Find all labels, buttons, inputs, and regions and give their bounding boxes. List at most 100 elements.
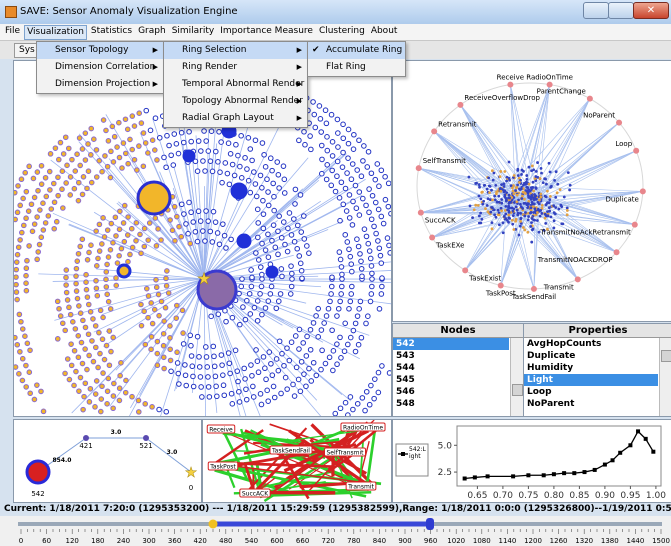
toolbar-button[interactable]: Sys: [14, 43, 40, 58]
table-row[interactable]: AvgHopCounts: [527, 339, 602, 349]
node: [76, 388, 82, 394]
node: [286, 357, 293, 364]
node: [79, 360, 86, 367]
table-row[interactable]: Humidity: [527, 363, 574, 373]
close-button[interactable]: ✕: [633, 2, 669, 19]
node: [336, 195, 343, 201]
table-row[interactable]: 542: [393, 338, 509, 350]
node: [302, 141, 308, 148]
menu-option[interactable]: Dimension Projection ▶: [37, 76, 163, 93]
menu-item[interactable]: Visualization: [24, 25, 87, 40]
menu-item[interactable]: Statistics: [90, 26, 133, 36]
node: [539, 167, 543, 170]
node: [282, 374, 289, 381]
node: [269, 167, 275, 174]
scrollbar[interactable]: [659, 338, 671, 416]
node: [73, 280, 79, 287]
center-star: ★: [197, 269, 211, 288]
table-row[interactable]: Loop: [527, 387, 552, 397]
table-row[interactable]: 548: [396, 399, 415, 409]
menu-option[interactable]: Flat Ring: [308, 59, 405, 76]
node: [530, 217, 534, 220]
node: [57, 139, 64, 146]
node-label: TaskPost: [209, 464, 236, 471]
node: [254, 317, 261, 324]
menu-item[interactable]: Clustering: [318, 26, 365, 36]
node: [493, 213, 497, 217]
table-row[interactable]: Light: [524, 374, 658, 386]
table-row[interactable]: 546: [396, 387, 415, 397]
ring-node: [639, 188, 646, 195]
table-row[interactable]: NoParent: [527, 399, 575, 409]
node: [104, 388, 111, 395]
node: [77, 310, 84, 317]
node: [189, 363, 196, 370]
menu-option[interactable]: Radial Graph Layout ▶: [164, 110, 307, 127]
table-row[interactable]: Duplicate: [527, 351, 576, 361]
node: [167, 323, 173, 329]
ring-label: TransmitNOACKDROP: [537, 256, 613, 264]
scroll-thumb[interactable]: [661, 350, 671, 362]
node: [215, 159, 221, 165]
maximize-button[interactable]: [608, 2, 634, 19]
node: [500, 209, 504, 213]
node: [163, 164, 169, 171]
node: [348, 176, 355, 183]
menu-item[interactable]: Importance Measure: [220, 26, 313, 36]
node: [537, 230, 541, 234]
scroll-thumb[interactable]: [512, 384, 523, 396]
node: [271, 394, 278, 401]
node: [364, 164, 371, 170]
node: [47, 151, 54, 157]
node: [92, 404, 98, 410]
timeline-label: 120: [66, 537, 79, 545]
line-chart-panel: 0.65 0.70 0.75 0.80 0.85 0.90 0.95 1.00 2.5 5.0 54…: [392, 419, 671, 503]
node: [338, 283, 345, 290]
ring-label: RadioOnTime: [526, 74, 573, 82]
menu-option[interactable]: Temporal Abnormal Render ▶: [164, 76, 307, 93]
menu-option[interactable]: Topology Abnormal Render ▶: [164, 93, 307, 110]
edge: [533, 212, 538, 289]
node: [529, 208, 533, 212]
edge: [510, 84, 538, 192]
menu-option[interactable]: Dimension Correlation ▶: [37, 59, 163, 76]
edge: [191, 152, 205, 280]
node: [219, 179, 225, 186]
node: [352, 182, 359, 189]
node: [552, 226, 556, 230]
legend-marker: [401, 452, 405, 456]
status-text: Current: 1/18/2011 7:20:0 (1295353200) -…: [4, 504, 671, 514]
menu-item[interactable]: About: [370, 26, 398, 36]
slider-end-thumb[interactable]: [426, 518, 434, 530]
timeline-slider[interactable]: 0 60 120 180 240 300 360 420 480 540 600 660 720 780 8…: [0, 516, 671, 546]
menu-item[interactable]: File: [5, 26, 21, 36]
node: [276, 213, 282, 219]
menu-item[interactable]: Similarity: [171, 26, 215, 36]
node: [313, 372, 320, 379]
node: [134, 167, 140, 173]
node: [321, 320, 327, 326]
table-row[interactable]: 544: [396, 363, 415, 373]
node: [104, 227, 111, 233]
table-row[interactable]: 543: [396, 351, 415, 361]
edge: [71, 278, 205, 414]
menu-option[interactable]: Ring Render ▶: [164, 59, 307, 76]
slider-start-thumb[interactable]: [208, 519, 218, 529]
node: [248, 267, 254, 273]
menu-item[interactable]: Graph: [138, 26, 166, 36]
minimize-button[interactable]: [583, 2, 609, 19]
node: [375, 238, 381, 244]
menu-option[interactable]: Sensor Topology ▶: [37, 42, 163, 59]
node: [348, 261, 355, 267]
node: [265, 231, 271, 238]
node: [149, 137, 156, 143]
node: [340, 121, 346, 128]
node: [349, 283, 355, 290]
menu-option[interactable]: ✔ Accumulate Ring: [308, 42, 405, 59]
node: [515, 208, 519, 212]
scrollbar[interactable]: [510, 338, 523, 416]
node: [259, 240, 265, 247]
node: [512, 184, 515, 187]
table-row[interactable]: 545: [396, 375, 415, 385]
menu-option[interactable]: Ring Selection ▶: [164, 42, 307, 59]
